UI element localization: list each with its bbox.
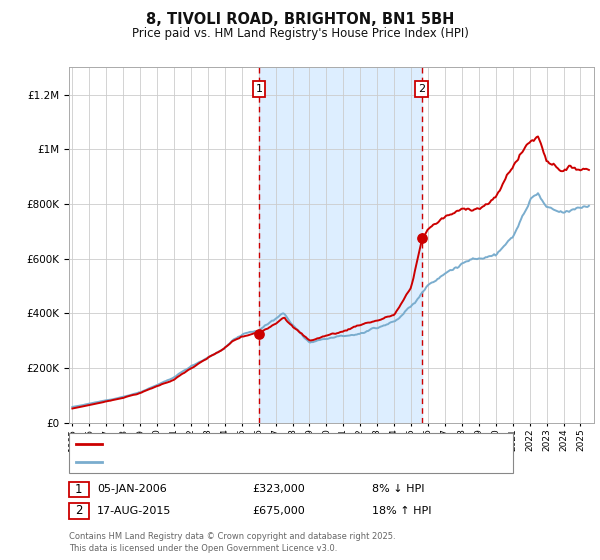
Text: 8, TIVOLI ROAD, BRIGHTON, BN1 5BH: 8, TIVOLI ROAD, BRIGHTON, BN1 5BH (146, 12, 454, 27)
Text: HPI: Average price, detached house, Brighton and Hove: HPI: Average price, detached house, Brig… (106, 457, 384, 467)
Text: 8, TIVOLI ROAD, BRIGHTON, BN1 5BH (detached house): 8, TIVOLI ROAD, BRIGHTON, BN1 5BH (detac… (106, 439, 384, 449)
Text: £323,000: £323,000 (252, 484, 305, 494)
Text: 2: 2 (75, 504, 83, 517)
Point (254, 330, 264, 339)
Text: 2: 2 (418, 84, 425, 94)
Text: 05-JAN-2006: 05-JAN-2006 (97, 484, 167, 494)
Point (417, 234, 427, 242)
Text: 18% ↑ HPI: 18% ↑ HPI (372, 506, 431, 516)
Text: £675,000: £675,000 (252, 506, 305, 516)
Text: Price paid vs. HM Land Registry's House Price Index (HPI): Price paid vs. HM Land Registry's House … (131, 27, 469, 40)
Text: 8% ↓ HPI: 8% ↓ HPI (372, 484, 425, 494)
Text: 1: 1 (256, 84, 263, 94)
Text: 17-AUG-2015: 17-AUG-2015 (97, 506, 172, 516)
Text: Contains HM Land Registry data © Crown copyright and database right 2025.
This d: Contains HM Land Registry data © Crown c… (69, 533, 395, 553)
Bar (259, 67, 422, 423)
Text: 1: 1 (75, 483, 83, 496)
